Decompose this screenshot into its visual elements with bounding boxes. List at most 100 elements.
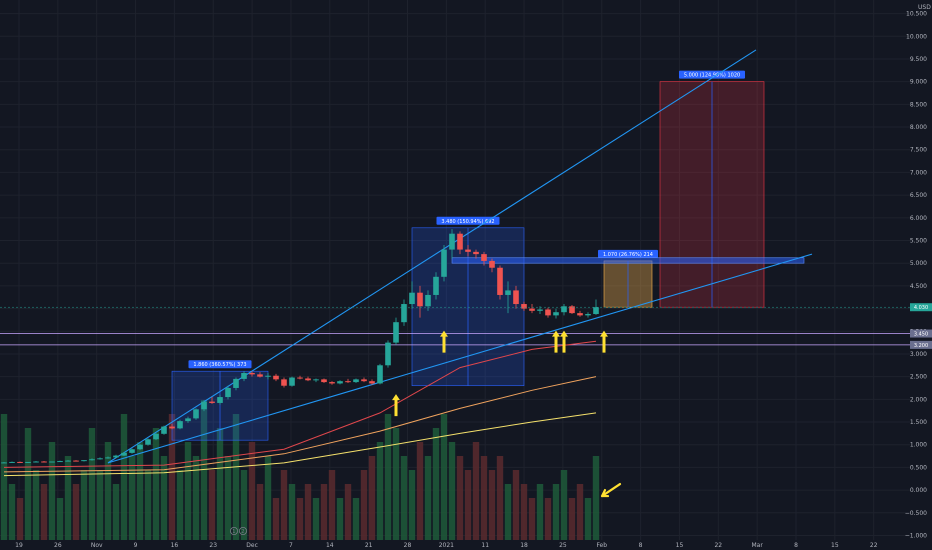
volume-bar xyxy=(584,498,592,540)
candle-body xyxy=(257,374,263,377)
trendline xyxy=(107,253,813,464)
candle-body xyxy=(569,306,575,314)
volume-bar xyxy=(520,484,528,540)
x-tick-label: 23 xyxy=(209,542,217,549)
candle-body xyxy=(265,375,271,377)
volume-bar xyxy=(120,414,128,540)
x-tick-label: 15 xyxy=(676,542,684,549)
candle-body xyxy=(457,233,463,250)
y-tick-label: 10.500 xyxy=(906,11,927,18)
y-tick-label: 4.500 xyxy=(910,283,927,290)
candle-body xyxy=(409,292,415,305)
x-tick-label: 11 xyxy=(481,542,489,549)
candle-body xyxy=(401,304,407,323)
candle-body xyxy=(105,457,111,459)
candle-body xyxy=(89,459,95,461)
volume-bar xyxy=(408,470,416,540)
svg-text:2: 2 xyxy=(241,529,244,535)
volume-bar xyxy=(352,498,360,540)
volume-bar xyxy=(400,456,408,540)
volume-bar xyxy=(368,456,376,540)
candle-body xyxy=(417,292,423,307)
candle-body xyxy=(81,460,87,462)
candle-body xyxy=(537,309,543,311)
time-axis[interactable]: 19 26 Nov 9 16 23 Dec 7 14 21 28 2021 11 18 25 Feb 8 15 22… xyxy=(15,542,878,549)
volume-bar xyxy=(72,484,80,540)
candle-body xyxy=(353,379,359,383)
volume-bar xyxy=(272,498,280,540)
calendar-icon[interactable]: 1 xyxy=(229,527,238,536)
volume-bar xyxy=(536,484,544,540)
volume-bar xyxy=(416,442,424,540)
moving-averages xyxy=(3,340,597,477)
moving-average-line xyxy=(3,376,597,473)
candle-body xyxy=(593,307,599,315)
x-tick-label: Mar xyxy=(751,542,763,549)
candle-body xyxy=(73,460,79,462)
volume-bar xyxy=(64,456,72,540)
volume-bar xyxy=(184,442,192,540)
candle-body xyxy=(449,233,455,250)
volume-bar xyxy=(528,498,536,540)
candle-body xyxy=(385,342,391,366)
volume-bar xyxy=(376,442,384,540)
candle-body xyxy=(345,381,351,383)
volume-bar xyxy=(224,456,232,540)
volume-bar xyxy=(560,470,568,540)
candle-body xyxy=(201,401,207,410)
candle-body xyxy=(137,444,143,450)
candle-body xyxy=(121,452,127,456)
candle-body xyxy=(129,449,135,453)
volume-bar xyxy=(232,414,240,540)
candle-body xyxy=(393,322,399,343)
volume-bar xyxy=(360,470,368,540)
price-tag-label: 3.200 xyxy=(914,343,928,349)
volume-bar xyxy=(56,498,64,540)
y-tick-label: 7.000 xyxy=(910,169,927,176)
y-tick-label: 5.000 xyxy=(910,260,927,267)
x-tick-label: Feb xyxy=(596,542,607,549)
volume-bar xyxy=(0,414,8,540)
y-tick-label: 9.500 xyxy=(910,56,927,63)
y-tick-label: 7.500 xyxy=(910,147,927,154)
y-tick-label: 0.500 xyxy=(910,464,927,471)
candle-body xyxy=(41,461,47,463)
volume-bar xyxy=(480,456,488,540)
volume-bar xyxy=(32,470,40,540)
svg-text:1: 1 xyxy=(232,529,235,535)
horizontal-lines xyxy=(0,333,910,346)
y-tick-label: 0.000 xyxy=(910,487,927,494)
volume-bar xyxy=(384,414,392,540)
volume-bar xyxy=(328,470,336,540)
volume-bar xyxy=(104,442,112,540)
x-tick-label: 2021 xyxy=(439,542,454,549)
candle-body xyxy=(1,462,7,464)
volume-bar xyxy=(264,456,272,540)
x-tick-label: 22 xyxy=(714,542,722,549)
measure-label: 5.000 (124.98%) 1020 xyxy=(684,73,740,79)
y-tick-label: 5.500 xyxy=(910,238,927,245)
candle-body xyxy=(577,313,583,316)
x-tick-label: 15 xyxy=(831,542,839,549)
candle-body xyxy=(497,267,503,295)
moving-average-line xyxy=(3,340,597,468)
volume-bar xyxy=(504,484,512,540)
x-tick-label: Dec xyxy=(246,542,258,549)
volume-bar xyxy=(240,470,248,540)
settings-icon[interactable]: 2 xyxy=(238,527,247,536)
candle-body xyxy=(433,276,439,295)
candle-body xyxy=(337,381,343,384)
x-tick-label: 25 xyxy=(559,542,567,549)
price-axis[interactable]: 10.500 10.000 9.500 9.000 8.500 8.000 7.500 7.0… xyxy=(905,11,927,540)
y-tick-label: 2.000 xyxy=(910,396,927,403)
x-tick-label: Nov xyxy=(91,542,103,549)
up-arrow xyxy=(600,330,608,353)
volume-bar xyxy=(96,470,104,540)
volume-bar xyxy=(48,442,56,540)
measure-label-bg xyxy=(598,249,658,258)
measure-label: 1.860 (360.57%) 373 xyxy=(193,362,246,368)
candles xyxy=(1,229,599,464)
volume-bar xyxy=(88,428,96,540)
candle-body xyxy=(281,379,287,386)
